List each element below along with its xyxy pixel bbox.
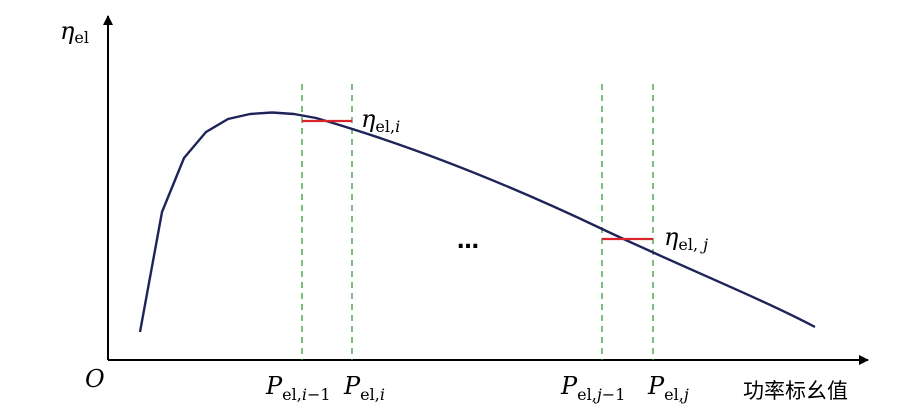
- tick-label-p-i: Pel,i: [343, 372, 385, 404]
- tick-label-p-j: Pel,j: [647, 372, 689, 404]
- origin-label: O: [85, 365, 105, 393]
- tick-label-p-j-minus-1: Pel,j−1: [560, 372, 625, 404]
- efficiency-label-j: ηel, j: [664, 223, 708, 254]
- x-axis-label: 功率标幺值: [743, 379, 848, 403]
- y-axis-label: ηel: [60, 17, 89, 47]
- ellipsis: …: [457, 229, 479, 254]
- efficiency-label-i: ηel,i: [361, 105, 400, 136]
- efficiency-curve: [138, 111, 816, 333]
- tick-label-p-i-minus-1: Pel,i−1: [265, 372, 331, 404]
